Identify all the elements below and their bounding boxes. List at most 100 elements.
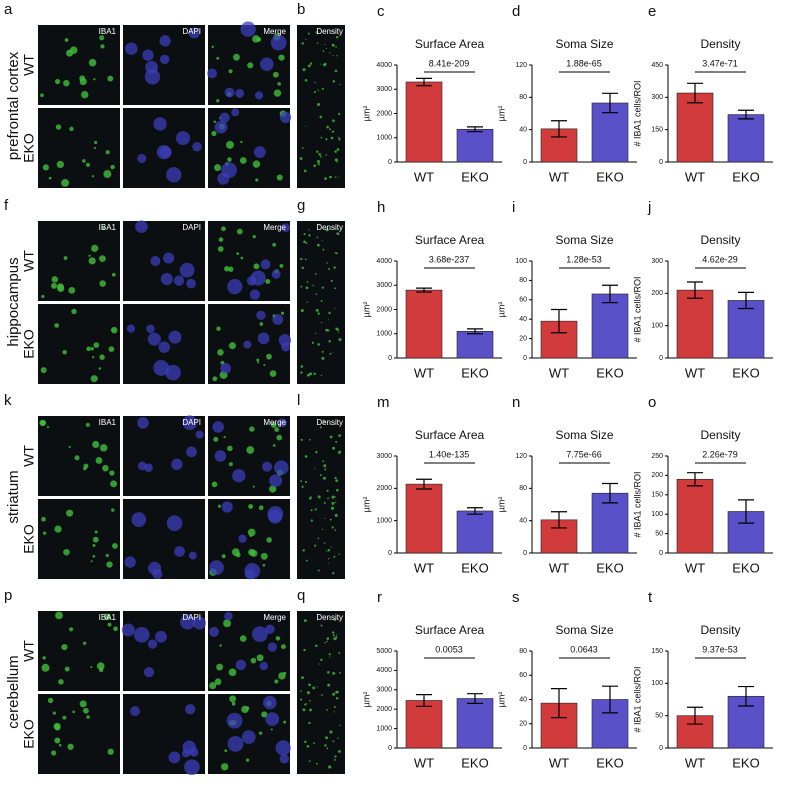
cell-blob	[195, 430, 204, 439]
cell-blob	[255, 178, 259, 182]
y-tick-label: 100	[651, 511, 663, 518]
cell-blob	[68, 445, 71, 449]
cell-blob	[111, 272, 116, 277]
x-tick-label: WT	[549, 560, 569, 575]
cell-blob	[271, 269, 281, 279]
cell-blob	[52, 711, 56, 715]
cell-blob	[83, 641, 87, 645]
error-bar	[416, 287, 432, 293]
cell-blob	[168, 751, 181, 764]
cell-blob	[224, 611, 233, 621]
cell-blob	[331, 526, 334, 529]
cell-blob	[102, 464, 109, 472]
x-tick-label: WT	[549, 169, 569, 184]
cell-blob	[331, 43, 335, 47]
cell-blob	[335, 35, 339, 39]
cell-blob	[327, 557, 330, 560]
cell-blob	[57, 284, 65, 293]
cell-blob	[247, 528, 256, 537]
y-tick-label: 120	[515, 453, 527, 460]
cell-blob	[315, 308, 319, 312]
cell-blob	[314, 544, 317, 547]
cell-blob	[301, 676, 304, 680]
cell-blob	[240, 256, 244, 260]
cell-blob	[214, 164, 222, 172]
micrograph	[38, 694, 120, 774]
y-tick-label: 0	[659, 159, 663, 166]
cell-blob	[71, 308, 77, 315]
y-axis-label: µm²	[496, 497, 506, 513]
cell-blob	[301, 266, 305, 270]
p-value: 2.26e-79	[702, 449, 738, 459]
x-tick-label: WT	[685, 560, 705, 575]
x-tick-label: WT	[414, 365, 434, 380]
y-tick-label: 50	[655, 530, 663, 537]
cell-blob	[318, 663, 320, 665]
p-value: 0.0053	[435, 644, 463, 654]
y-axis-label: # IBA1 cells/ROI	[632, 471, 642, 537]
cell-blob	[208, 626, 219, 637]
cell-blob	[326, 489, 329, 492]
cell-blob	[328, 765, 332, 769]
cell-blob	[334, 150, 337, 153]
y-axis-label: µm²	[361, 497, 371, 513]
cell-blob	[272, 242, 277, 247]
cell-blob	[227, 279, 243, 295]
y-tick-label: 4000	[376, 258, 392, 265]
cell-blob	[317, 89, 320, 91]
cell-blob	[332, 80, 336, 83]
panel-letter: s	[512, 589, 520, 606]
y-tick-label: 40	[519, 518, 527, 525]
cell-blob	[51, 750, 57, 756]
cell-blob	[182, 740, 196, 754]
cell-blob	[56, 160, 65, 169]
y-tick-label: 0	[523, 159, 527, 166]
cell-blob	[320, 624, 323, 627]
cell-blob	[303, 240, 306, 244]
cell-blob	[329, 128, 332, 131]
cell-blob	[335, 440, 338, 443]
cell-blob	[188, 27, 200, 39]
y-tick-label: 2000	[376, 110, 392, 117]
cell-blob	[338, 434, 341, 437]
bar	[676, 478, 714, 554]
cell-blob	[326, 262, 328, 264]
cell-blob	[105, 150, 110, 155]
cell-blob	[99, 280, 106, 287]
cell-blob	[176, 131, 191, 146]
cell-blob	[335, 479, 339, 482]
cell-blob	[339, 671, 342, 674]
cell-blob	[92, 543, 96, 548]
cell-blob	[327, 683, 331, 687]
error-bar	[602, 685, 618, 714]
panel-letter: n	[512, 394, 520, 411]
cell-blob	[270, 34, 287, 51]
cell-blob	[336, 161, 339, 163]
cell-blob	[322, 50, 325, 52]
cell-blob	[41, 294, 45, 299]
cell-blob	[182, 415, 198, 431]
cell-blob	[338, 138, 341, 141]
error-bar	[551, 308, 567, 334]
cell-blob	[229, 695, 237, 703]
cell-blob	[248, 504, 254, 509]
x-tick-label: EKO	[732, 560, 759, 575]
cell-blob	[42, 164, 49, 171]
x-tick-label: WT	[685, 365, 705, 380]
y-axis-label: µm²	[496, 106, 506, 122]
cell-blob	[321, 356, 325, 360]
cell-blob	[310, 509, 313, 512]
cell-blob	[269, 474, 283, 488]
cell-blob	[305, 242, 308, 245]
cell-blob	[98, 255, 106, 263]
cell-blob	[300, 480, 303, 483]
cell-blob	[316, 42, 319, 44]
cell-blob	[328, 653, 331, 656]
cell-blob	[220, 763, 229, 771]
cell-blob	[228, 266, 234, 272]
cell-blob	[51, 276, 59, 283]
cell-blob	[159, 54, 170, 65]
cell-blob	[329, 656, 331, 658]
y-tick-label: 150	[651, 492, 663, 499]
cell-blob	[336, 55, 338, 57]
